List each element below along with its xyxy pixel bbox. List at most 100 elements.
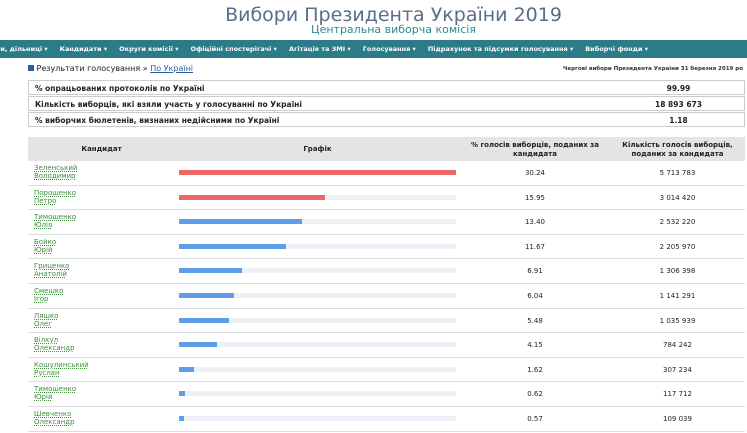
percent: 6.04 (527, 292, 543, 300)
crumb-sep: » (142, 64, 148, 73)
bar (179, 268, 243, 274)
nav-bar: ги, дільниці ▾ Кандидати ▾ Округи комісії … (0, 40, 747, 58)
bar (179, 366, 194, 372)
candidate-link[interactable]: Кошулинський Руслан (34, 361, 89, 377)
first-name[interactable]: Петро (34, 196, 57, 205)
bar-track (179, 317, 456, 323)
table-row: Зеленський Володимир 30.24 5 713 783 (28, 161, 745, 186)
first-name[interactable]: Олександр (34, 344, 75, 353)
summary-row: Кількість виборців, які взяли участь у г… (28, 96, 745, 111)
first-name[interactable]: Володимир (34, 172, 76, 180)
first-name[interactable]: Анатолій (34, 270, 67, 279)
subtitle: Центральна виборча комісія (311, 23, 476, 36)
first-name[interactable]: Юлія (34, 221, 53, 230)
surname[interactable]: Ляшко (34, 311, 59, 320)
percent: 5.48 (527, 316, 543, 325)
summary-value: 18 893 673 (655, 100, 702, 109)
surname[interactable]: Кошулинський (34, 360, 89, 369)
first-name[interactable]: Юрій (34, 245, 53, 254)
percent: 13.40 (524, 218, 546, 227)
table-row: Вілкул Олександр 4.15 784 242 (28, 333, 745, 358)
nav-item[interactable]: ги, дільниці ▾ (0, 45, 48, 53)
summary-value: 1.18 (669, 116, 688, 125)
surname[interactable]: Зеленський (34, 164, 78, 172)
nav-item[interactable]: Кандидати ▾ (59, 45, 108, 53)
surname[interactable]: Тимошенко (34, 213, 77, 222)
percent: 11.67 (524, 242, 546, 251)
summary-label: % виборчих бюлетенів, визнаних недійсним… (35, 116, 280, 125)
bar-track (179, 194, 456, 200)
bar (179, 219, 302, 225)
surname[interactable]: Бойко (34, 237, 57, 246)
bar-track (179, 243, 456, 249)
candidate-link[interactable]: Шевченко Олександр (34, 410, 75, 426)
first-name[interactable]: Олександр (34, 418, 75, 426)
bar (179, 194, 326, 200)
table-row: Тимошенко Юлія 13.40 2 532 220 (28, 210, 745, 235)
surname[interactable]: Смешко (34, 287, 64, 295)
candidate-link[interactable]: Порошенко Петро (34, 189, 76, 205)
bar-track (179, 342, 456, 348)
bar (179, 170, 456, 175)
percent: 30.24 (524, 169, 546, 177)
percent: 6.91 (527, 267, 543, 276)
votes: 3 014 420 (659, 193, 696, 202)
nav-item[interactable]: Виборчі фонди ▾ (585, 45, 649, 53)
bar-track (179, 268, 456, 274)
bar (179, 416, 185, 421)
crumb-current[interactable]: По Україні (150, 64, 194, 73)
bar-track (179, 366, 456, 372)
surname[interactable]: Гриценко (34, 262, 70, 271)
table-row: Ляшко Олег 5.48 1 035 939 (28, 309, 745, 334)
candidate-link[interactable]: Зеленський Володимир (34, 164, 77, 180)
summary-label: % опрацьованих протоколів по Україні (35, 84, 205, 93)
percent: 0.57 (527, 415, 543, 423)
candidate-link[interactable]: Тимошенко Юлія (34, 213, 76, 229)
first-name[interactable]: Руслан (34, 368, 60, 377)
candidate-link[interactable]: Бойко Юрій (34, 238, 56, 254)
nav-item[interactable]: Округи комісії ▾ (119, 45, 179, 53)
nav-item[interactable]: Офіційні спостерігачі ▾ (190, 45, 277, 53)
surname[interactable]: Шевченко (34, 410, 72, 418)
nav-item[interactable]: Агітація та ЗМІ ▾ (288, 45, 351, 53)
election-name: Чергові вибори Президента України 31 бер… (562, 66, 743, 72)
candidate-link[interactable]: Гриценко Анатолій (34, 262, 69, 278)
percent: 1.62 (527, 365, 543, 374)
votes: 1 141 291 (659, 292, 696, 300)
summary-value: 99.99 (666, 84, 691, 93)
votes: 1 035 939 (659, 316, 696, 325)
votes: 5 713 783 (659, 169, 696, 177)
surname[interactable]: Вілкул (34, 336, 59, 345)
candidate-link[interactable]: Смешко Ігор (34, 287, 63, 303)
th: Кандидат (81, 145, 122, 153)
bar-track (179, 170, 456, 175)
surname[interactable]: Тимошенко (34, 385, 77, 394)
crumb-section[interactable]: Результати голосування (36, 64, 141, 73)
candidate-link[interactable]: Вілкул Олександр (34, 336, 75, 352)
table-row: Бойко Юрій 11.67 2 205 970 (28, 235, 745, 260)
percent: 0.62 (527, 390, 543, 399)
candidate-link[interactable]: Ляшко Олег (34, 312, 58, 328)
table-row: Тимошенко Юрій 0.62 117 712 (28, 382, 745, 407)
bar (179, 391, 185, 397)
first-name[interactable]: Юрій (34, 393, 53, 402)
bar-track (179, 219, 456, 225)
table-row: Смешко Ігор 6.04 1 141 291 (28, 284, 745, 309)
first-name[interactable]: Ігор (34, 295, 49, 303)
votes: 2 532 220 (659, 218, 696, 227)
first-name[interactable]: Олег (34, 319, 52, 328)
table-row: Шевченко Олександр 0.57 109 039 (28, 407, 745, 432)
summary-row: % опрацьованих протоколів по Україні 99.9… (28, 80, 745, 95)
bar-track (179, 293, 456, 298)
surname[interactable]: Порошенко (34, 188, 77, 197)
table-row: Порошенко Петро 15.95 3 014 420 (28, 186, 745, 211)
icon (28, 65, 34, 71)
percent: 15.95 (524, 193, 546, 202)
bar-track (179, 391, 456, 397)
candidate-link[interactable]: Тимошенко Юрій (34, 385, 76, 401)
nav-item[interactable]: Підрахунок та підсумки голосування ▾ (427, 45, 574, 53)
summary-row: % виборчих бюлетенів, визнаних недійсним… (28, 112, 745, 127)
nav-item[interactable]: Голосування ▾ (362, 45, 416, 53)
title: Вибори Президента України 2019 (225, 4, 562, 26)
summary-label: Кількість виборців, які взяли участь у г… (35, 100, 302, 109)
